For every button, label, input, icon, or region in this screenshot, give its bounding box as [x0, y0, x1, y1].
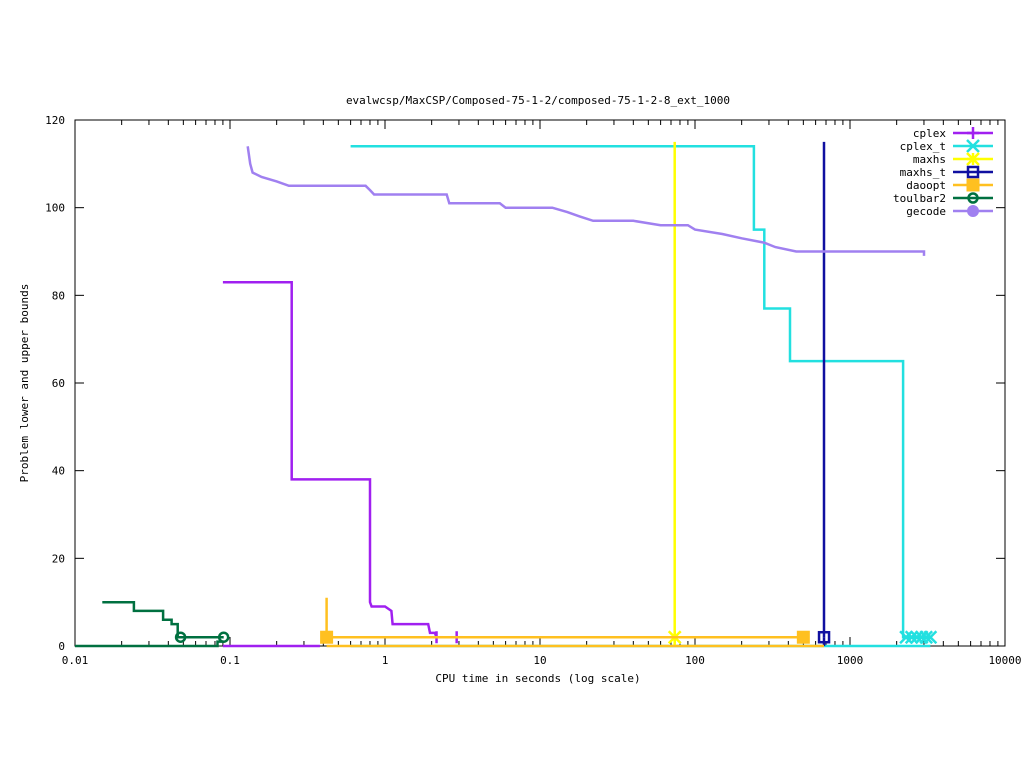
legend-swatch-marker	[967, 127, 979, 139]
y-tick-label: 80	[52, 289, 65, 302]
series-daoopt-point	[320, 630, 334, 644]
y-tick-label: 100	[45, 202, 65, 215]
chart-title: evalwcsp/MaxCSP/Composed-75-1-2/composed…	[346, 94, 730, 107]
series-toulbar2	[75, 600, 230, 648]
legend-label: cplex_t	[900, 140, 946, 153]
y-tick-label: 40	[52, 465, 65, 478]
legend: cplexcplex_tmaxhsmaxhs_tdaoopttoulbar2ge…	[893, 127, 993, 218]
series-toulbar2-upper-bound-line	[102, 600, 224, 639]
series-toulbar2-point	[174, 631, 187, 643]
x-tick-label: 1000	[837, 654, 864, 667]
x-tick-label: 10	[533, 654, 546, 667]
series-toulbar2-point	[217, 631, 230, 643]
legend-label: gecode	[906, 205, 946, 218]
legend-entry-maxhs: maxhs	[913, 152, 993, 166]
y-axis-label: Problem lower and upper bounds	[18, 284, 31, 483]
x-tick-label: 0.1	[220, 654, 240, 667]
x-axis-label: CPU time in seconds (log scale)	[435, 672, 640, 685]
y-tick-label: 20	[52, 552, 65, 565]
legend-entry-toulbar2: toulbar2	[893, 192, 993, 205]
series-daoopt-point	[796, 630, 810, 644]
legend-entry-cplex: cplex	[913, 127, 993, 140]
series-maxhs	[667, 141, 682, 646]
legend-swatch-marker	[967, 205, 979, 217]
series-maxhs-t-point	[817, 630, 831, 644]
legend-swatch-marker	[966, 178, 980, 192]
series-daoopt	[320, 597, 824, 648]
series-cplex-t-point	[923, 630, 938, 645]
legend-entry-daoopt: daoopt	[906, 178, 993, 192]
y-tick-label: 0	[58, 640, 65, 653]
series-maxhs-t	[817, 141, 831, 646]
legend-entry-gecode: gecode	[906, 205, 993, 218]
series-cplex-t-point	[919, 630, 934, 645]
x-tick-label: 1	[382, 654, 389, 667]
legend-swatch-marker	[966, 152, 980, 166]
legend-swatch-marker	[966, 139, 980, 153]
legend-swatch-marker	[967, 192, 979, 204]
plot-area-frame	[74, 119, 1006, 647]
series-cplex	[222, 280, 463, 648]
legend-label: toulbar2	[893, 192, 946, 205]
series-daoopt-upper-bound-line	[325, 597, 804, 639]
series-cplex-t-point	[899, 630, 913, 645]
legend-label: maxhs_t	[900, 166, 946, 179]
legend-swatch-marker	[966, 165, 980, 179]
y-tick-label: 120	[45, 114, 65, 127]
series-gecode	[246, 146, 926, 256]
series-cplex-t-point	[904, 630, 919, 645]
series-cplex-upper-bound-line	[222, 280, 457, 639]
series-gecode-upper-bound-line	[246, 146, 926, 256]
x-tick-label: 0.01	[62, 654, 89, 667]
x-tick-label: 100	[685, 654, 705, 667]
legend-entry-cplex-t: cplex_t	[900, 139, 993, 153]
legend-entry-maxhs-t: maxhs_t	[900, 165, 993, 179]
y-tick-label: 60	[52, 377, 65, 390]
x-tick-label: 10000	[988, 654, 1021, 667]
legend-label: cplex	[913, 127, 946, 140]
series-cplex-t-upper-bound-line	[350, 145, 931, 639]
legend-label: daoopt	[906, 179, 946, 192]
legend-label: maxhs	[913, 153, 946, 166]
